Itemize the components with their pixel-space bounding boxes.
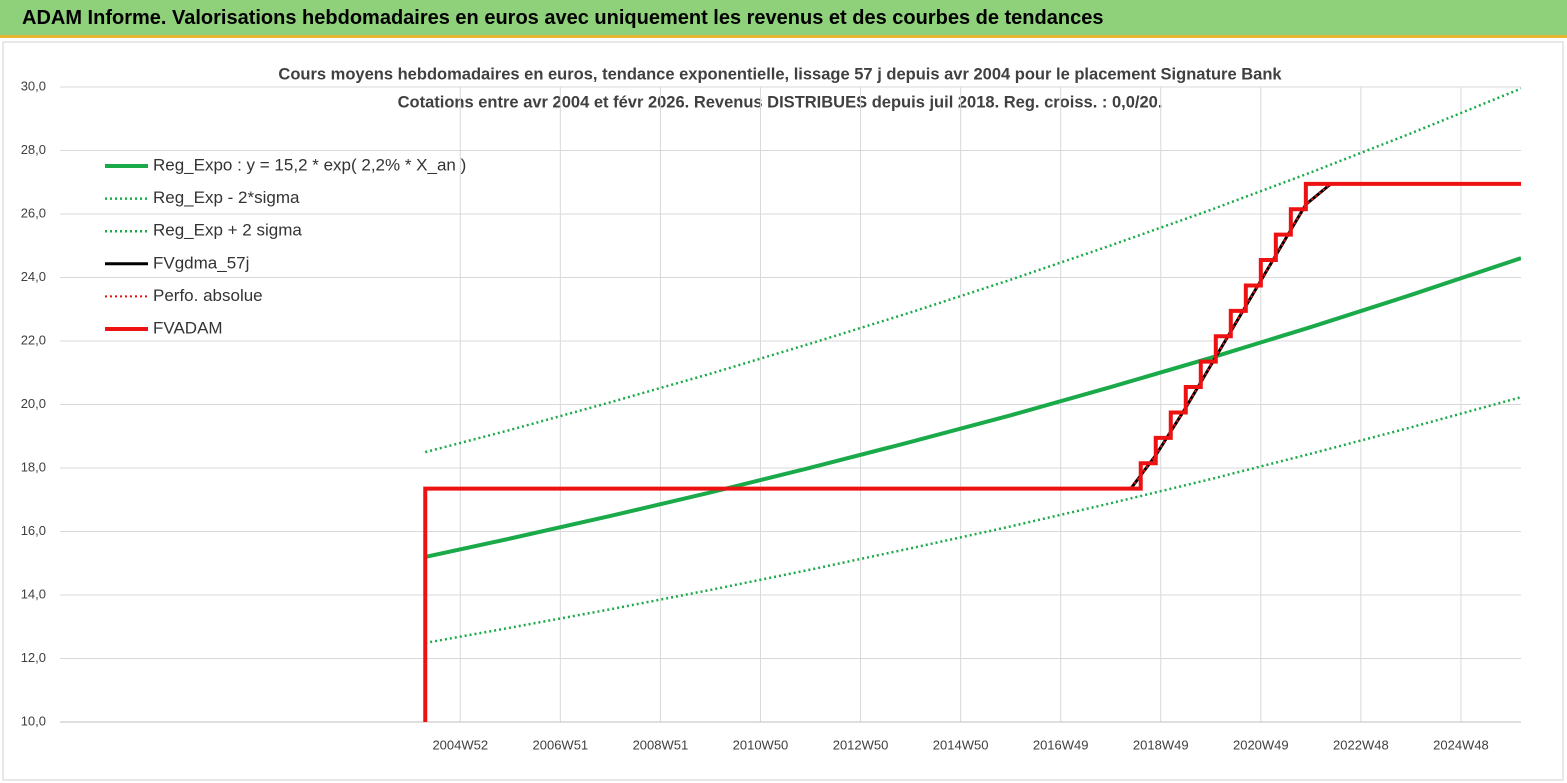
y-tick-label: 26,0 — [21, 205, 46, 220]
x-tick-label: 2010W50 — [733, 737, 789, 752]
y-tick-label: 30,0 — [21, 78, 46, 93]
x-tick-label: 2020W49 — [1233, 737, 1289, 752]
y-tick-label: 28,0 — [21, 142, 46, 157]
legend-label: Perfo. absolue — [153, 286, 263, 305]
legend-label: Reg_Exp - 2*sigma — [153, 188, 300, 207]
y-tick-label: 16,0 — [21, 523, 46, 538]
x-tick-label: 2016W49 — [1033, 737, 1089, 752]
y-tick-label: 18,0 — [21, 459, 46, 474]
chart-subtitle: Cotations entre avr 2004 et févr 2026. R… — [398, 93, 1163, 111]
y-tick-label: 24,0 — [21, 269, 46, 284]
legend-label: FVADAM — [153, 318, 223, 337]
y-tick-label: 12,0 — [21, 650, 46, 665]
legend-label: FVgdma_57j — [153, 253, 249, 272]
chart: Cours moyens hebdomadaires en euros, ten… — [2, 41, 1564, 781]
series-line — [424, 256, 1521, 559]
x-tick-label: 2024W48 — [1433, 737, 1489, 752]
header-title: ADAM Informe. Valorisations hebdomadaire… — [22, 7, 1104, 29]
x-tick-label: 2022W48 — [1333, 737, 1389, 752]
legend-label: Reg_Expo : y = 15,2 * exp( 2,2% * X_an ) — [153, 155, 466, 174]
series-line — [425, 395, 1521, 645]
header-bar: ADAM Informe. Valorisations hebdomadaire… — [0, 0, 1567, 38]
x-tick-label: 2004W52 — [432, 737, 488, 752]
x-tick-label: 2006W51 — [533, 737, 589, 752]
legend-label: Reg_Exp + 2 sigma — [153, 221, 302, 240]
y-tick-label: 22,0 — [21, 332, 46, 347]
x-tick-label: 2014W50 — [933, 737, 989, 752]
x-tick-label: 2018W49 — [1133, 737, 1189, 752]
chart-frame — [2, 41, 1564, 781]
x-tick-label: 2008W51 — [633, 737, 689, 752]
y-tick-label: 14,0 — [21, 586, 46, 601]
y-tick-label: 20,0 — [21, 396, 46, 411]
series-line — [423, 181, 1521, 722]
y-tick-label: 10,0 — [21, 713, 46, 728]
chart-title: Cours moyens hebdomadaires en euros, ten… — [278, 65, 1282, 83]
x-tick-label: 2012W50 — [833, 737, 889, 752]
